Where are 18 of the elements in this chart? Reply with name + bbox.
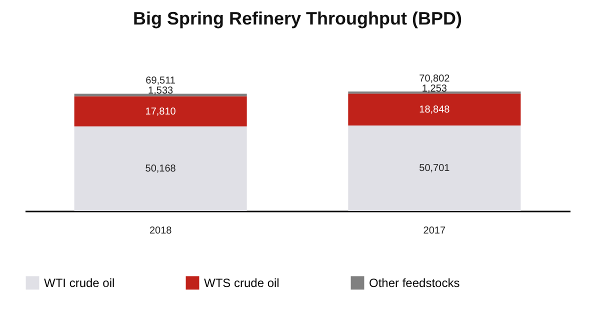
legend-label: WTS crude oil	[204, 276, 280, 290]
bar	[74, 126, 247, 211]
data-label: 1,533	[148, 86, 174, 97]
bar	[348, 125, 521, 211]
legend-label: WTI crude oil	[44, 276, 115, 290]
total-label: 70,802	[419, 74, 450, 85]
x-tick-label: 2017	[423, 226, 446, 236]
data-label: 50,701	[419, 163, 450, 174]
bar	[74, 94, 247, 96]
bar	[74, 96, 247, 126]
bar	[348, 94, 521, 126]
total-label: 69,511	[146, 76, 176, 87]
legend-label: Other feedstocks	[369, 276, 460, 290]
x-tick-label: 2018	[149, 226, 172, 236]
data-label: 50,168	[145, 164, 176, 175]
data-label: 17,810	[145, 106, 176, 118]
chart-title: Big Spring Refinery Throughput (BPD)	[133, 8, 462, 29]
data-label: 18,848	[419, 104, 450, 116]
